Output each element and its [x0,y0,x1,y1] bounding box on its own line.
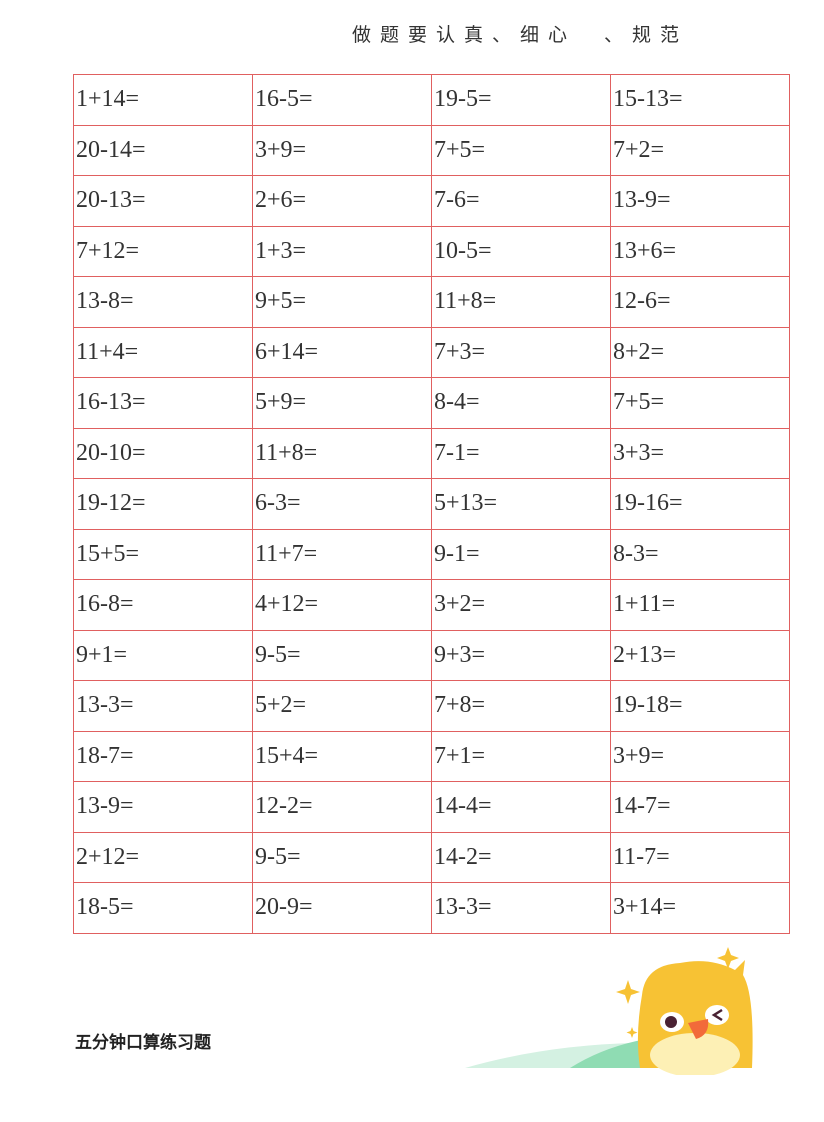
problem-cell: 14-4= [431,781,611,833]
table-row: 20-14= 3+9= 7+5= 7+2= [73,124,790,176]
problem-cell: 20-14= [73,124,253,176]
problem-cell: 18-5= [73,882,253,934]
problem-cell: 13-8= [73,276,253,328]
problem-cell: 8-4= [431,377,611,429]
problem-cell: 9+5= [252,276,432,328]
problem-cell: 11+7= [252,528,432,580]
problem-cell: 1+14= [73,74,253,126]
header-motto: 做题要认真、细心 、规范 [352,24,689,46]
problem-cell: 7+2= [610,124,790,176]
problem-cell: 13-9= [73,781,253,833]
problem-cell: 15-13= [610,74,790,126]
problem-cell: 13-3= [73,680,253,732]
table-row: 20-10= 11+8= 7-1= 3+3= [73,427,790,479]
problem-cell: 5+9= [252,377,432,429]
problem-cell: 1+11= [610,579,790,631]
problem-cell: 9-5= [252,831,432,883]
problem-cell: 3+9= [252,124,432,176]
problem-cell: 20-10= [73,427,253,479]
problem-cell: 18-7= [73,730,253,782]
table-row: 15+5= 11+7= 9-1= 8-3= [73,528,790,580]
table-row: 11+4= 6+14= 7+3= 8+2= [73,326,790,378]
problem-cell: 6-3= [252,478,432,530]
table-row: 20-13= 2+6= 7-6= 13-9= [73,175,790,227]
table-row: 1+14= 16-5= 19-5= 15-13= [73,74,790,126]
problem-cell: 5+2= [252,680,432,732]
problem-cell: 14-7= [610,781,790,833]
problem-cell: 10-5= [431,225,611,277]
problem-cell: 9-5= [252,629,432,681]
problem-cell: 19-16= [610,478,790,530]
table-row: 13-3= 5+2= 7+8= 19-18= [73,680,790,732]
footer-title: 五分钟口算练习题 [75,1033,211,1053]
table-row: 19-12= 6-3= 5+13= 19-16= [73,478,790,530]
problem-cell: 7-1= [431,427,611,479]
problem-cell: 12-2= [252,781,432,833]
table-row: 18-5= 20-9= 13-3= 3+14= [73,882,790,934]
problem-cell: 7+8= [431,680,611,732]
problem-cell: 19-18= [610,680,790,732]
problem-cell: 9-1= [431,528,611,580]
yellow-chick-mascot-icon [465,947,753,1075]
problem-cell: 7+3= [431,326,611,378]
problem-cell: 9+1= [73,629,253,681]
problem-cell: 6+14= [252,326,432,378]
problem-cell: 20-13= [73,175,253,227]
problem-cell: 4+12= [252,579,432,631]
problem-cell: 7+12= [73,225,253,277]
problem-cell: 2+6= [252,175,432,227]
problem-cell: 3+14= [610,882,790,934]
table-row: 16-8= 4+12= 3+2= 1+11= [73,579,790,631]
table-row: 7+12= 1+3= 10-5= 13+6= [73,225,790,277]
problem-cell: 7+5= [610,377,790,429]
problem-cell: 2+12= [73,831,253,883]
problem-cell: 19-12= [73,478,253,530]
problem-cell: 11-7= [610,831,790,883]
problem-cell: 7+5= [431,124,611,176]
problem-cell: 11+8= [252,427,432,479]
table-row: 13-9= 12-2= 14-4= 14-7= [73,781,790,833]
table-row: 18-7= 15+4= 7+1= 3+9= [73,730,790,782]
problem-cell: 15+5= [73,528,253,580]
table-row: 9+1= 9-5= 9+3= 2+13= [73,629,790,681]
problem-cell: 8+2= [610,326,790,378]
problem-cell: 13+6= [610,225,790,277]
problem-cell: 1+3= [252,225,432,277]
problem-cell: 15+4= [252,730,432,782]
problem-cell: 14-2= [431,831,611,883]
problem-cell: 16-13= [73,377,253,429]
arithmetic-table: 1+14= 16-5= 19-5= 15-13= 20-14= 3+9= 7+5= 7+2= 2… [73,74,790,934]
problem-cell: 16-8= [73,579,253,631]
problem-cell: 13-3= [431,882,611,934]
problem-cell: 3+3= [610,427,790,479]
problem-cell: 20-9= [252,882,432,934]
problem-cell: 13-9= [610,175,790,227]
problem-cell: 7+1= [431,730,611,782]
table-row: 2+12= 9-5= 14-2= 11-7= [73,831,790,883]
problem-cell: 19-5= [431,74,611,126]
problem-cell: 11+8= [431,276,611,328]
problem-cell: 5+13= [431,478,611,530]
table-row: 16-13= 5+9= 8-4= 7+5= [73,377,790,429]
problem-cell: 3+9= [610,730,790,782]
problem-cell: 12-6= [610,276,790,328]
problem-cell: 9+3= [431,629,611,681]
problem-cell: 16-5= [252,74,432,126]
problem-cell: 11+4= [73,326,253,378]
problem-cell: 7-6= [431,175,611,227]
problem-cell: 8-3= [610,528,790,580]
problem-cell: 2+13= [610,629,790,681]
problem-cell: 3+2= [431,579,611,631]
table-row: 13-8= 9+5= 11+8= 12-6= [73,276,790,328]
